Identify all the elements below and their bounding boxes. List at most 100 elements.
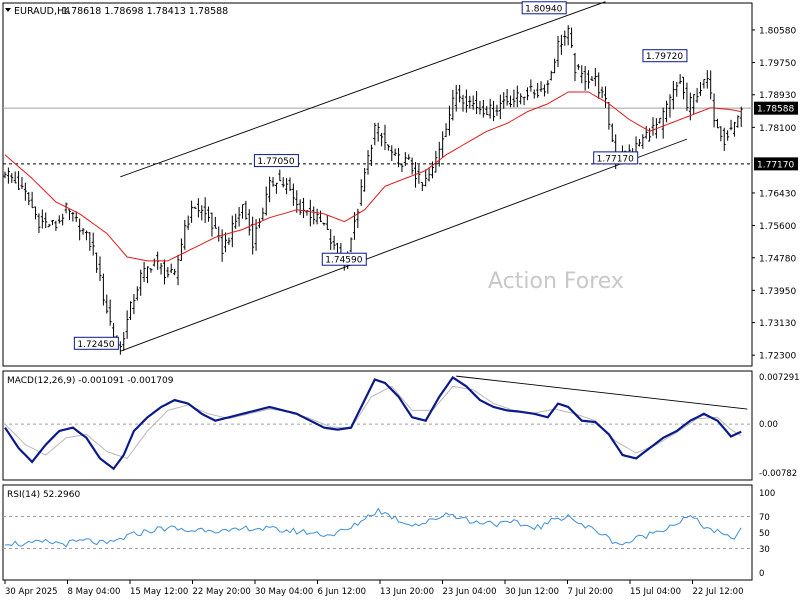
price-annotation-box	[642, 49, 688, 63]
price-annotation-label: 1.77050	[257, 157, 294, 167]
price-bar	[427, 167, 431, 182]
price-bar	[665, 100, 669, 123]
price-bar	[264, 186, 268, 216]
price-bar	[261, 207, 265, 221]
price-bar	[88, 231, 92, 251]
price-annotation-label: 1.79720	[646, 52, 683, 62]
price-bar	[237, 206, 241, 227]
price-bar	[671, 80, 675, 110]
price-bar	[488, 98, 492, 119]
price-bar	[295, 190, 299, 213]
price-bar	[492, 100, 496, 122]
price-bar	[159, 262, 163, 275]
price-bar	[539, 81, 543, 92]
time-axis-label: 13 Jun 20:00	[380, 587, 434, 597]
price-bar	[726, 130, 730, 141]
rsi-axis-label: 70	[759, 513, 770, 523]
price-bar	[705, 70, 709, 89]
channel-line	[120, 138, 688, 352]
price-annotation-label: 1.74590	[325, 256, 362, 266]
price-bar	[610, 123, 614, 143]
price-bar	[495, 104, 499, 116]
current-price-tag	[754, 101, 798, 115]
time-axis-label: 15 May 12:00	[130, 587, 188, 597]
price-bar	[682, 76, 686, 100]
price-bar	[719, 126, 723, 142]
price-bar	[729, 119, 733, 131]
time-axis-label: 30 May 04:00	[255, 587, 313, 597]
price-bar	[101, 273, 105, 306]
price-bar	[196, 198, 200, 218]
time-axis-label: 8 May 04:00	[68, 587, 121, 597]
rsi-axis-label: 0	[759, 569, 764, 579]
rsi-title: RSI(14) 52.2960	[7, 490, 80, 500]
price-bar	[512, 89, 516, 108]
price-bar	[108, 299, 112, 326]
price-bar	[437, 141, 441, 167]
price-bar	[274, 182, 278, 194]
price-annotation-box	[593, 151, 639, 165]
price-bar	[597, 72, 601, 99]
time-axis-label: 22 Jul 12:00	[693, 587, 744, 597]
price-bar	[23, 182, 27, 201]
price-bar	[251, 216, 255, 255]
price-bar	[81, 228, 85, 235]
price-bar	[322, 222, 326, 226]
price-bar	[6, 167, 10, 184]
price-bar	[736, 115, 740, 128]
price-bar	[166, 267, 170, 278]
price-bar	[329, 229, 333, 250]
price-bar	[50, 220, 54, 226]
price-bar	[268, 176, 272, 203]
price-axis-label: 1.75600	[759, 222, 796, 232]
price-bar	[17, 171, 21, 191]
price-bar	[464, 89, 468, 113]
price-bar	[64, 202, 68, 214]
price-bar	[352, 212, 356, 240]
rsi-line	[4, 507, 742, 548]
price-bar	[10, 173, 14, 183]
support-level-tag-label: 1.77170	[757, 160, 794, 170]
price-bar	[190, 200, 194, 223]
price-annotation-box	[253, 154, 299, 168]
price-bar	[291, 183, 295, 206]
price-bar	[308, 199, 312, 227]
price-bar	[451, 89, 455, 121]
price-bar	[556, 36, 560, 68]
macd-axis-label: -0.00782	[759, 469, 797, 479]
price-annotation-label: 1.80940	[525, 4, 562, 14]
macd-axis-label: 0.007291	[759, 373, 800, 383]
price-bar	[403, 152, 407, 167]
price-annotation-label: 1.72450	[77, 340, 114, 350]
price-bar	[458, 84, 462, 103]
price-bar	[712, 93, 716, 128]
watermark: Action Forex	[488, 269, 624, 294]
price-bar	[247, 209, 251, 236]
chart-ohlc-values: 1.78618 1.78698 1.78413 1.78588	[62, 6, 228, 17]
price-axis-label: 1.78100	[759, 124, 796, 134]
price-bar	[651, 117, 655, 136]
price-bar	[566, 25, 570, 46]
price-bar	[54, 220, 58, 231]
price-bar	[434, 150, 438, 173]
price-bar	[715, 118, 719, 129]
price-bar	[298, 199, 302, 216]
macd-axis-label: 0.00	[759, 420, 778, 430]
price-bar	[359, 179, 363, 206]
price-bar	[410, 157, 414, 175]
price-bar	[363, 167, 367, 192]
rsi-axis-label: 30	[759, 545, 770, 555]
rsi-panel-frame	[2, 484, 753, 581]
price-bar	[525, 87, 529, 101]
price-bar	[390, 145, 394, 161]
time-axis-label: 23 Jun 04:00	[443, 587, 497, 597]
price-bar	[169, 263, 173, 274]
time-axis-label: 15 Jul 04:00	[630, 587, 681, 597]
price-bar	[369, 144, 373, 167]
price-bar	[675, 82, 679, 97]
time-axis-label: 22 May 20:00	[193, 587, 251, 597]
price-bar	[281, 177, 285, 188]
price-axis-label: 1.72300	[759, 352, 796, 362]
chart-menu-arrow-icon	[5, 8, 11, 12]
price-bar	[702, 78, 706, 89]
